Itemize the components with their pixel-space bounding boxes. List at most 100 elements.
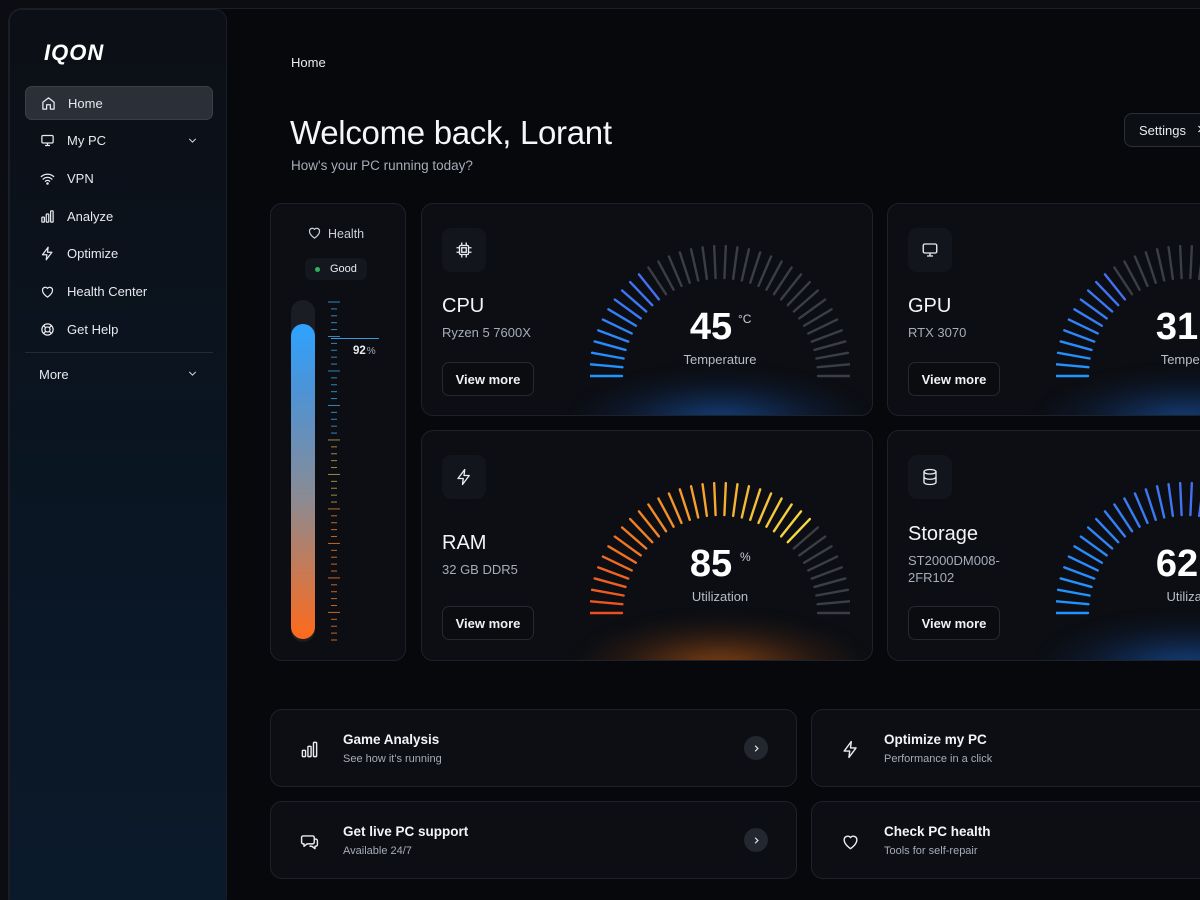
status-dot (315, 266, 320, 272)
gauge-tick (798, 535, 827, 557)
chat-icon (299, 831, 319, 851)
gpu-value-label: Tempera (1160, 352, 1200, 367)
game-analysis-card[interactable]: Game Analysis See how it's running (270, 709, 797, 787)
live-support-card[interactable]: Get live PC support Available 24/7 (270, 801, 797, 879)
gauge-tick (1094, 280, 1120, 307)
cpu-value: 45 (689, 306, 733, 348)
status-text: Good (330, 263, 357, 275)
gauge-tick (765, 260, 783, 291)
gauge-tick (647, 266, 668, 296)
storage-value: 62 (1155, 543, 1199, 585)
gauge-tick (723, 481, 728, 517)
breadcrumb[interactable]: Home (291, 55, 326, 70)
sidebar-item-get-help[interactable]: Get Help (25, 312, 213, 346)
cpu-view-more-button[interactable]: View more (442, 362, 534, 396)
gauge-tick (749, 251, 762, 284)
gauge-tick (772, 503, 793, 533)
storage-view-more-button[interactable]: View more (908, 606, 1000, 640)
chevron-right-icon[interactable] (744, 828, 768, 852)
sidebar-item-home[interactable]: Home (25, 86, 213, 120)
gauge-tick (757, 492, 773, 525)
gauge-tick (1167, 482, 1175, 518)
sidebar-item-label: My PC (67, 133, 106, 149)
gauge-tick (1067, 318, 1099, 335)
sidebar-item-label: Get Help (67, 321, 119, 337)
gauge-tick (1103, 510, 1127, 538)
gauge-tick (712, 481, 717, 517)
cpu-value-label: Temperature (683, 352, 757, 367)
health-percent: 92% (353, 345, 376, 357)
bolt-icon (39, 246, 55, 262)
gpu-view-more-button[interactable]: View more (908, 362, 1000, 396)
chevron-down-icon (186, 367, 199, 383)
gauge-tick (607, 545, 638, 564)
bolt-icon (840, 739, 860, 759)
sidebar-more-label: More (39, 366, 69, 382)
sidebar-item-health-center[interactable]: Health Center (25, 274, 213, 308)
storage-model-line2: 2FR102 (908, 570, 955, 585)
gpu-gauge (1056, 244, 1200, 378)
page-subtitle: How's your PC running today? (291, 158, 473, 173)
gauge-tick (740, 485, 751, 519)
health-label-text: Health (328, 227, 365, 241)
health-marker-line (331, 338, 379, 339)
bar-chart-icon (299, 739, 319, 759)
gauge-tick (613, 535, 642, 557)
optimize-pc-card[interactable]: Optimize my PC Performance in a click (811, 709, 1200, 787)
gpu-model: RTX 3070 (908, 325, 967, 340)
ram-gauge (590, 481, 850, 615)
sidebar-item-analyze[interactable]: Analyze (25, 199, 213, 233)
cpu-card: CPU Ryzen 5 7600X View more 45 °C Temper… (421, 203, 873, 416)
cpu-gauge (590, 244, 850, 378)
health-label: Health (307, 225, 364, 243)
sidebar-item-optimize[interactable]: Optimize (25, 237, 213, 271)
check-health-card[interactable]: Check PC health Tools for self-repair (811, 801, 1200, 879)
sidebar-item-vpn[interactable]: VPN (25, 161, 213, 195)
status-badge: Good (305, 258, 367, 280)
ram-name: RAM (442, 532, 487, 554)
gauge-tick (628, 517, 654, 544)
gauge-tick (1167, 245, 1175, 281)
gauge-tick (731, 245, 739, 281)
gauge-tick (1067, 555, 1099, 572)
sidebar-item-label: VPN (67, 170, 94, 186)
gauge-tick (792, 526, 820, 550)
gpu-value: 31 (1155, 306, 1199, 348)
gauge-tick (772, 266, 793, 296)
gauge-tick (802, 545, 833, 564)
gauge-tick (1073, 308, 1104, 327)
cpu-model: Ryzen 5 7600X (442, 325, 531, 340)
sidebar-more[interactable]: More (25, 357, 213, 391)
health-card: Health Good 92% (270, 203, 406, 661)
action-title: Get live PC support (343, 824, 469, 839)
storage-name: Storage (908, 523, 979, 545)
app-logo[interactable]: IQON (44, 40, 105, 65)
gauge-tick (1133, 255, 1149, 288)
gauge-tick (607, 308, 638, 327)
storage-gauge (1056, 481, 1200, 615)
bar-chart-icon (39, 208, 55, 224)
settings-button[interactable]: Settings (1124, 113, 1200, 147)
gauge-tick (786, 280, 812, 307)
gauge-tick (597, 329, 630, 343)
gauge-tick (601, 318, 633, 335)
gauge-tick (731, 482, 739, 518)
action-subtitle: See how it's running (343, 753, 442, 765)
ram-view-more-button[interactable]: View more (442, 606, 534, 640)
gauge-tick (765, 497, 783, 528)
gauge-tick (1123, 260, 1141, 291)
chevron-right-icon[interactable] (744, 736, 768, 760)
action-title: Check PC health (884, 824, 991, 839)
gauge-tick (1144, 488, 1157, 521)
gauge-tick (1063, 566, 1096, 580)
gauge-tick (813, 577, 847, 589)
gauge-tick (1178, 481, 1183, 517)
gauge-tick (802, 308, 833, 327)
gauge-tick (1189, 244, 1194, 280)
gauge-tick (1123, 497, 1141, 528)
page-title: Welcome back, Lorant (290, 114, 612, 151)
gauge-tick (1086, 289, 1114, 313)
gauge-tick (593, 577, 627, 589)
sidebar-item-my-pc[interactable]: My PC (25, 124, 213, 158)
gpu-card: GPU RTX 3070 View more 31 Tempera (887, 203, 1200, 416)
